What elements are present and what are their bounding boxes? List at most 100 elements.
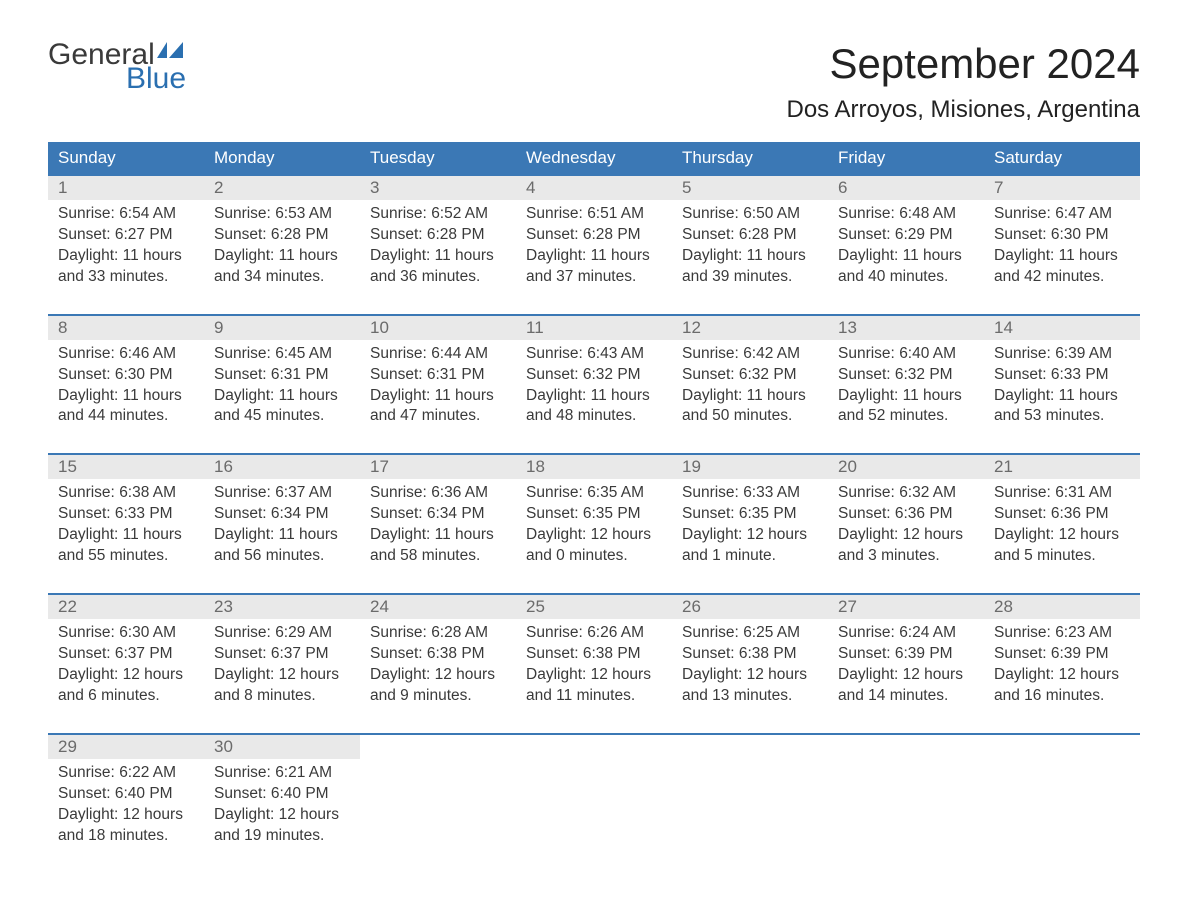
day-data-cell [360,759,516,857]
day-number-cell: 13 [828,316,984,340]
day-number-row: 22232425262728 [48,595,1140,619]
daylight-label: Daylight: [682,247,742,264]
sunrise-value: 6:21 AM [275,764,332,781]
day-header: Tuesday [360,142,516,175]
location-title: Dos Arroyos, Misiones, Argentina [787,96,1141,124]
day-number-row: 1234567 [48,176,1140,200]
sunrise-value: 6:22 AM [119,764,176,781]
day-data-cell: Sunrise: 6:31 AMSunset: 6:36 PMDaylight:… [984,479,1140,594]
day-number-cell: 10 [360,316,516,340]
day-data-row: Sunrise: 6:30 AM Sunset: 6:37 PM Daylight:… [48,619,1140,734]
sunrise-label: Sunrise: [838,484,895,501]
sunset-value: 6:33 PM [115,505,173,522]
sunset-value: 6:38 PM [583,645,641,662]
sunset-value: 6:34 PM [427,505,485,522]
day-data-cell: Sunrise: 6:37 AMSunset: 6:34 PMDaylight:… [204,479,360,594]
day-data-cell: Sunrise: 6:42 AMSunset: 6:32 PMDaylight:… [672,340,828,455]
sunrise-label: Sunrise: [214,345,271,362]
day-number-cell: 3 [360,176,516,200]
daylight-label: Daylight: [994,666,1054,683]
sunset-value: 6:29 PM [895,226,953,243]
sunrise-label: Sunrise: [526,624,583,641]
sunrise-label: Sunrise: [214,205,271,222]
day-data-cell: Sunrise: 6:25 AMSunset: 6:38 PMDaylight:… [672,619,828,734]
month-title: September 2024 [787,40,1141,88]
sunset-value: 6:34 PM [271,505,329,522]
day-number-cell [672,735,828,759]
daylight-label: Daylight: [526,387,586,404]
day-number-cell: 24 [360,595,516,619]
sunrise-value: 6:51 AM [587,205,644,222]
day-data-cell: Sunrise: 6:43 AMSunset: 6:32 PMDaylight:… [516,340,672,455]
day-number-cell [984,735,1140,759]
day-number-cell: 18 [516,455,672,479]
day-number-cell: 29 [48,735,204,759]
sunrise-label: Sunrise: [526,345,583,362]
day-number-cell: 17 [360,455,516,479]
day-data-cell: Sunrise: 6:47 AMSunset: 6:30 PMDaylight:… [984,200,1140,315]
sunrise-value: 6:32 AM [899,484,956,501]
sunset-value: 6:27 PM [115,226,173,243]
sunrise-value: 6:37 AM [275,484,332,501]
daylight-label: Daylight: [214,806,274,823]
sunrise-value: 6:35 AM [587,484,644,501]
sunset-value: 6:40 PM [115,785,173,802]
day-number-row: 2930 [48,735,1140,759]
sunrise-value: 6:54 AM [119,205,176,222]
day-number-cell: 11 [516,316,672,340]
sunrise-label: Sunrise: [526,484,583,501]
daylight-label: Daylight: [214,247,274,264]
day-number-cell: 9 [204,316,360,340]
day-data-cell: Sunrise: 6:35 AMSunset: 6:35 PMDaylight:… [516,479,672,594]
sunset-label: Sunset: [526,505,579,522]
sunset-value: 6:30 PM [115,366,173,383]
day-number-cell: 1 [48,176,204,200]
day-number-cell: 4 [516,176,672,200]
sunset-value: 6:40 PM [271,785,329,802]
day-data-cell: Sunrise: 6:51 AMSunset: 6:28 PMDaylight:… [516,200,672,315]
day-number-cell: 5 [672,176,828,200]
sunset-label: Sunset: [370,645,423,662]
sunrise-label: Sunrise: [214,624,271,641]
day-data-cell: Sunrise: 6:23 AMSunset: 6:39 PMDaylight:… [984,619,1140,734]
sunset-value: 6:28 PM [271,226,329,243]
day-data-cell: Sunrise: 6:48 AMSunset: 6:29 PMDaylight:… [828,200,984,315]
sunrise-label: Sunrise: [838,624,895,641]
sunset-value: 6:39 PM [895,645,953,662]
day-data-cell: Sunrise: 6:21 AMSunset: 6:40 PMDaylight:… [204,759,360,857]
sunset-label: Sunset: [838,505,891,522]
sunrise-label: Sunrise: [370,484,427,501]
day-data-cell: Sunrise: 6:32 AMSunset: 6:36 PMDaylight:… [828,479,984,594]
sunrise-label: Sunrise: [58,764,115,781]
day-data-row: Sunrise: 6:22 AMSunset: 6:40 PMDaylight:… [48,759,1140,857]
day-data-cell [516,759,672,857]
day-number-cell: 8 [48,316,204,340]
sunrise-label: Sunrise: [370,205,427,222]
sunset-label: Sunset: [58,226,111,243]
daylight-label: Daylight: [838,247,898,264]
sunrise-value: 6:26 AM [587,624,644,641]
daylight-label: Daylight: [214,387,274,404]
sunrise-value: 6:39 AM [1055,345,1112,362]
sunset-value: 6:28 PM [739,226,797,243]
calendar-table: Sunday Monday Tuesday Wednesday Thursday… [48,142,1140,856]
daylight-label: Daylight: [994,247,1054,264]
sunrise-label: Sunrise: [526,205,583,222]
day-data-cell [984,759,1140,857]
sunset-value: 6:28 PM [427,226,485,243]
daylight-label: Daylight: [214,526,274,543]
day-data-row: Sunrise: 6:46 AMSunset: 6:30 PMDaylight:… [48,340,1140,455]
daylight-label: Daylight: [58,666,118,683]
day-number-cell: 12 [672,316,828,340]
sunset-label: Sunset: [838,645,891,662]
sunrise-value: 6:52 AM [431,205,488,222]
sunrise-value: 6:30 AM [119,624,176,641]
sunrise-label: Sunrise: [682,484,739,501]
sunset-label: Sunset: [214,366,267,383]
daylight-label: Daylight: [58,387,118,404]
sunset-value: 6:37 PM [115,645,173,662]
day-header: Friday [828,142,984,175]
sunset-label: Sunset: [58,505,111,522]
sunrise-label: Sunrise: [58,624,115,641]
day-data-cell: Sunrise: 6:50 AMSunset: 6:28 PMDaylight:… [672,200,828,315]
